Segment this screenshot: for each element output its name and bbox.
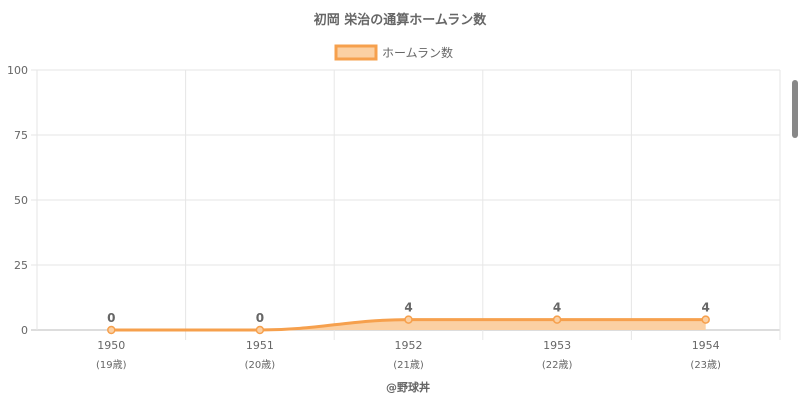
- x-tick-sublabel: (21歳): [393, 359, 424, 371]
- data-label: 4: [553, 301, 561, 315]
- y-tick-label: 50: [14, 194, 28, 207]
- data-points: [107, 315, 710, 335]
- y-axis: 0 25 50 75 100: [7, 64, 28, 337]
- x-tick-sublabel: (19歳): [96, 359, 127, 371]
- y-tick-label: 0: [21, 324, 28, 337]
- x-axis: 1950 (19歳) 1951 (20歳) 1952 (21歳) 1953 (22歳) 1954…: [96, 339, 721, 371]
- legend-swatch: [334, 44, 378, 61]
- x-tick-label: 1950: [97, 339, 125, 352]
- x-tick-label: 1954: [692, 339, 720, 352]
- y-tick-label: 75: [14, 129, 28, 142]
- x-tick-sublabel: (22歳): [542, 359, 573, 371]
- scrollbar-thumb[interactable]: [792, 80, 798, 138]
- grid: [31, 69, 781, 340]
- data-point: [552, 315, 562, 324]
- data-point: [701, 315, 710, 324]
- chart-title: 初岡 栄治の通算ホームラン数: [314, 12, 487, 28]
- data-point: [404, 315, 413, 324]
- data-label: 0: [256, 311, 264, 325]
- x-tick-sublabel: (23歳): [690, 359, 721, 371]
- data-label: 4: [702, 301, 710, 315]
- y-tick-label: 25: [14, 259, 28, 272]
- legend-label: ホームラン数: [382, 45, 453, 60]
- x-tick-label: 1953: [543, 339, 571, 352]
- data-point: [107, 325, 116, 335]
- data-label: 4: [404, 301, 412, 315]
- legend[interactable]: ホームラン数: [334, 44, 453, 61]
- x-tick-label: 1952: [395, 339, 423, 352]
- y-tick-label: 100: [7, 64, 28, 77]
- credit-label: @野球丼: [386, 380, 430, 394]
- data-labels: 0 0 4 4 4: [107, 301, 710, 325]
- x-tick-label: 1951: [246, 339, 274, 352]
- data-point: [255, 325, 265, 335]
- x-tick-sublabel: (20歳): [245, 359, 276, 371]
- data-label: 0: [107, 311, 115, 325]
